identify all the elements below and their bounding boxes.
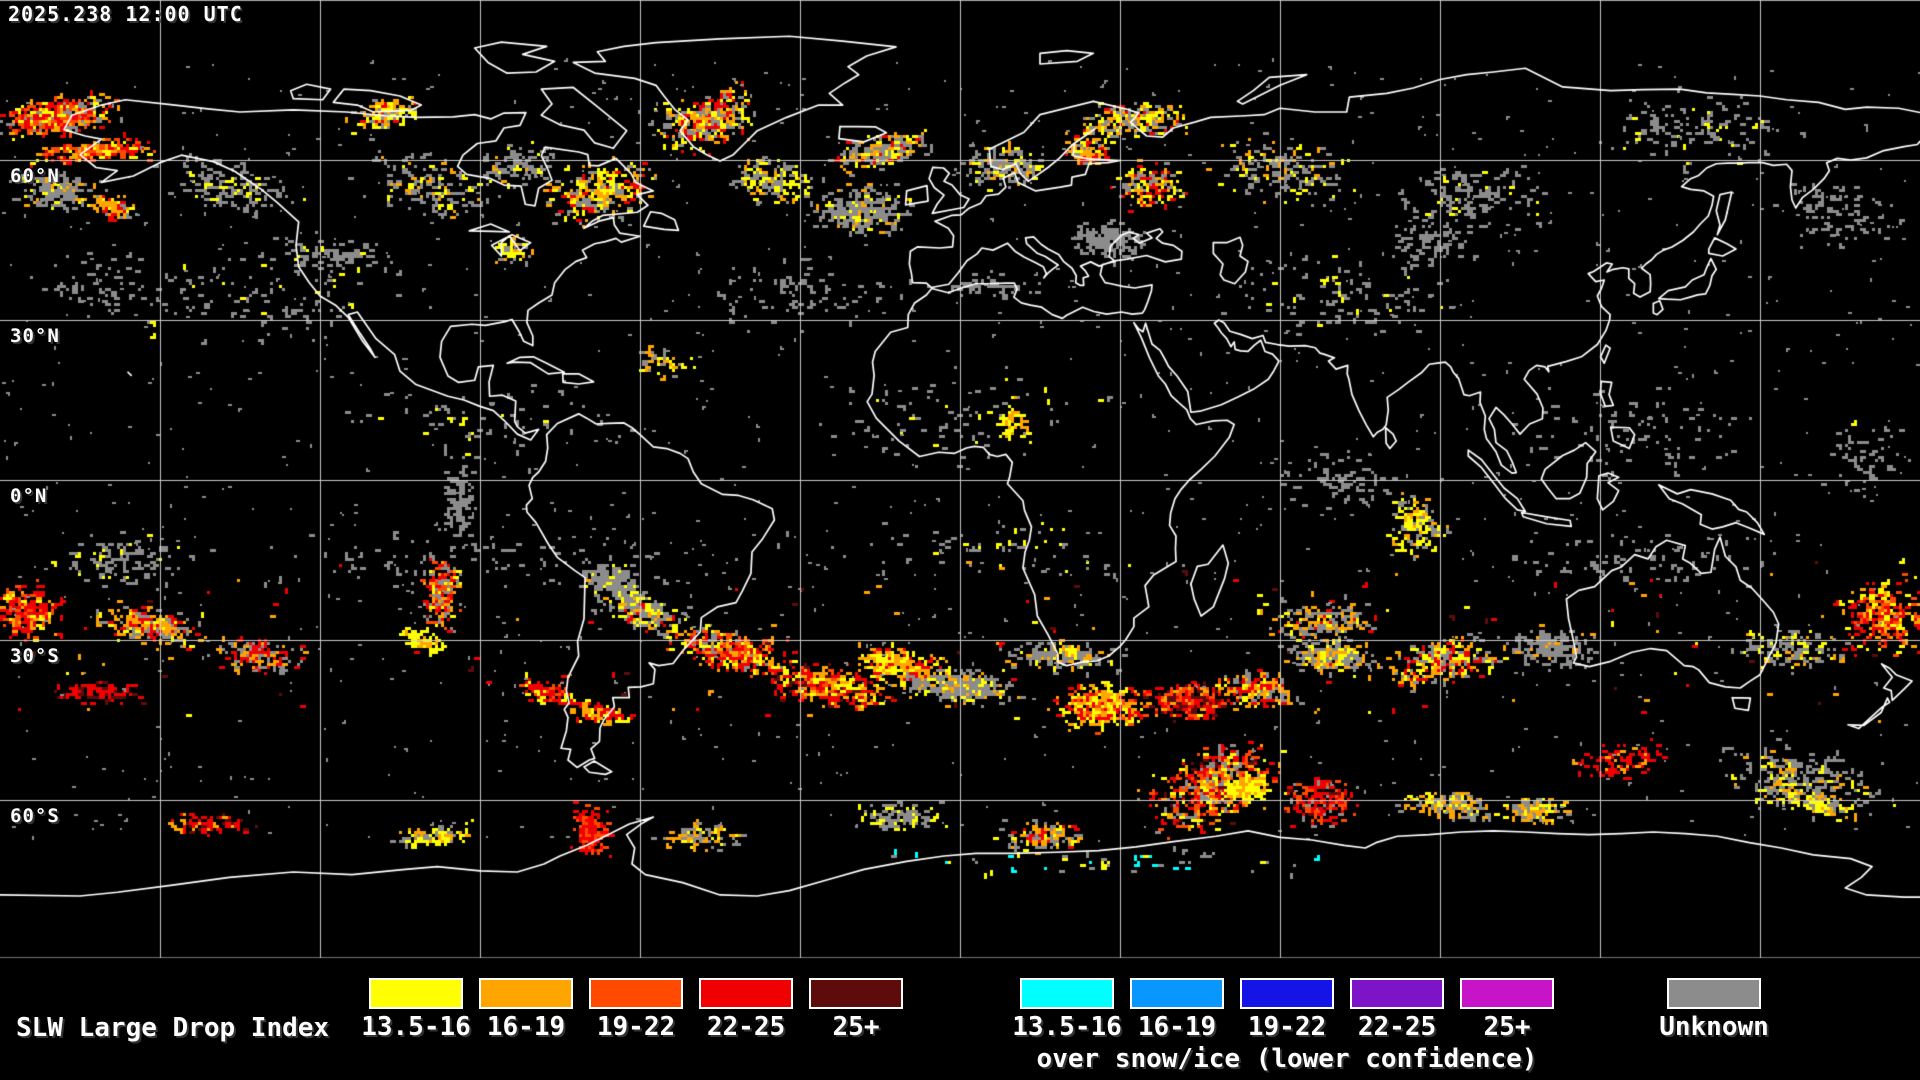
- legend-swatch-cool-25+: [1460, 978, 1554, 1009]
- legend-cell-cool-1: 16-19: [1122, 960, 1232, 1050]
- legend-label-warm-25+: 25+: [832, 1012, 880, 1042]
- legend-cell-cool-0: 13.5-16: [1012, 960, 1122, 1050]
- legend-swatch-warm-19-22: [589, 978, 683, 1009]
- legend-label-cool-19-22: 19-22: [1247, 1012, 1327, 1042]
- legend-label-warm-19-22: 19-22: [596, 1012, 676, 1042]
- legend-cell-warm-3: 22-25: [691, 960, 801, 1050]
- legend-cell-cool-2: 19-22: [1232, 960, 1342, 1050]
- legend-label-cool-25+: 25+: [1483, 1012, 1531, 1042]
- legend-swatch-cool-22-25: [1350, 978, 1444, 1009]
- legend-swatch-warm-13.5-16: [369, 978, 463, 1009]
- legend-label-cool-16-19: 16-19: [1137, 1012, 1217, 1042]
- latitude-label-30S: 30°S: [10, 645, 60, 667]
- legend-cell-warm-0: 13.5-16: [361, 960, 471, 1050]
- legend-label-cool-13.5-16: 13.5-16: [1012, 1012, 1122, 1042]
- timestamp: 2025.238 12:00 UTC: [8, 2, 243, 26]
- legend-cell-unknown-0: Unknown: [1659, 960, 1769, 1050]
- legend-cell-warm-2: 19-22: [581, 960, 691, 1050]
- legend-label-cool-22-25: 22-25: [1357, 1012, 1437, 1042]
- legend-cell-cool-3: 22-25: [1342, 960, 1452, 1050]
- legend-label-warm-16-19: 16-19: [486, 1012, 566, 1042]
- legend-label-warm-13.5-16: 13.5-16: [361, 1012, 471, 1042]
- legend-cell-warm-4: 25+: [801, 960, 911, 1050]
- legend-swatch-unknown-Unknown: [1667, 978, 1761, 1009]
- legend-swatch-cool-19-22: [1240, 978, 1334, 1009]
- legend-label-warm-22-25: 22-25: [706, 1012, 786, 1042]
- legend-swatch-warm-22-25: [699, 978, 793, 1009]
- legend: SLW Large Drop Index 13.5-16 16-19 19-22 22…: [0, 960, 1920, 1080]
- legend-caption-snow-ice: over snow/ice (lower confidence): [1036, 1044, 1538, 1074]
- legend-swatch-warm-16-19: [479, 978, 573, 1009]
- legend-title: SLW Large Drop Index: [16, 1013, 330, 1043]
- latitude-label-30N: 30°N: [10, 325, 60, 347]
- latitude-label-60S: 60°S: [10, 805, 60, 827]
- world-map-canvas: [0, 0, 1920, 960]
- legend-swatch-cool-16-19: [1130, 978, 1224, 1009]
- legend-cell-warm-1: 16-19: [471, 960, 581, 1050]
- legend-cell-cool-4: 25+: [1452, 960, 1562, 1050]
- latitude-label-0N: 0°N: [10, 485, 48, 507]
- latitude-label-60N: 60°N: [10, 165, 60, 187]
- legend-swatch-warm-25+: [809, 978, 903, 1009]
- legend-swatch-cool-13.5-16: [1020, 978, 1114, 1009]
- legend-label-unknown-Unknown: Unknown: [1659, 1012, 1769, 1042]
